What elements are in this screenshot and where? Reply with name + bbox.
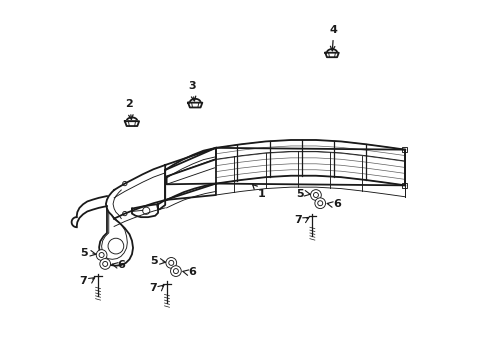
- Circle shape: [122, 181, 127, 186]
- Text: 5: 5: [80, 248, 87, 258]
- Text: 6: 6: [118, 260, 125, 270]
- Polygon shape: [325, 53, 338, 57]
- Text: 3: 3: [187, 81, 195, 101]
- Text: 5: 5: [295, 189, 303, 199]
- Text: 7: 7: [80, 276, 87, 286]
- Text: 4: 4: [329, 25, 337, 51]
- Circle shape: [314, 198, 325, 208]
- Bar: [402, 147, 406, 153]
- Text: 7: 7: [149, 283, 157, 293]
- Circle shape: [170, 266, 181, 276]
- Text: 6: 6: [332, 199, 340, 209]
- Text: 7: 7: [293, 215, 301, 225]
- Circle shape: [310, 190, 321, 201]
- Text: 5: 5: [149, 256, 157, 266]
- Polygon shape: [188, 103, 202, 108]
- Text: 6: 6: [188, 267, 196, 277]
- Circle shape: [122, 211, 127, 216]
- Text: 1: 1: [252, 184, 265, 199]
- Bar: [402, 183, 406, 188]
- Circle shape: [96, 249, 107, 260]
- Polygon shape: [124, 121, 139, 126]
- Circle shape: [165, 257, 176, 268]
- Text: 2: 2: [125, 99, 133, 120]
- Circle shape: [100, 258, 110, 269]
